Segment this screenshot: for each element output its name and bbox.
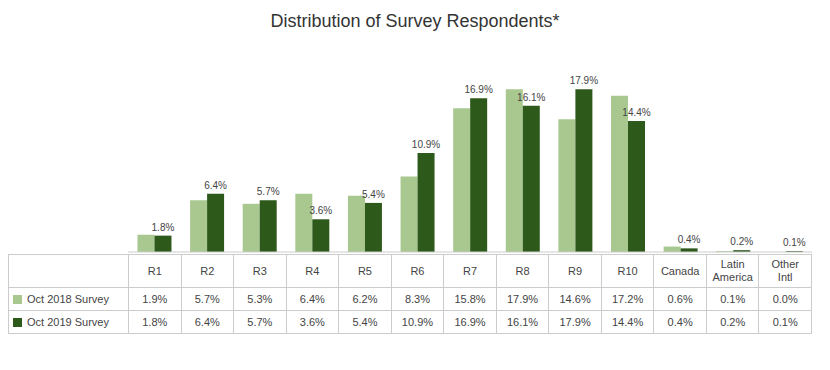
svg-text:0.2%: 0.2%: [730, 236, 753, 247]
html-text:6.4%: 6.4%: [299, 292, 325, 305]
html-text:1.8%: 1.8%: [142, 315, 168, 328]
html-text:Canada: Canada: [660, 264, 700, 277]
svg-text:17.9%: 17.9%: [570, 75, 598, 86]
svg-text:6.4%: 6.4%: [204, 180, 227, 191]
html-text:0.6%: 0.6%: [667, 292, 693, 305]
html-text:R1: R1: [147, 264, 162, 277]
html-text:R4: R4: [305, 264, 320, 277]
svg-text:10.9%: 10.9%: [412, 139, 440, 150]
html-text:16.1%: 16.1%: [506, 315, 539, 328]
html-text:R3: R3: [252, 264, 267, 277]
html-text:16.9%: 16.9%: [454, 315, 486, 328]
html-text:R9: R9: [568, 264, 583, 277]
html-text:3.6%: 3.6%: [299, 315, 325, 328]
html-text:15.8%: 15.8%: [454, 292, 486, 305]
svg-text:1.8%: 1.8%: [152, 222, 175, 233]
html-text:Oct 2018 Survey: Oct 2018 Survey: [27, 292, 109, 305]
html-text:17.9%: 17.9%: [559, 315, 591, 328]
html-text:R6: R6: [410, 264, 425, 277]
svg-text:3.6%: 3.6%: [309, 205, 332, 216]
html-text:0.4%: 0.4%: [667, 315, 693, 328]
html-text:R7: R7: [463, 264, 477, 277]
html-text:Latin America: Latin America: [712, 258, 753, 283]
svg-text:5.7%: 5.7%: [257, 186, 280, 197]
html-text:5.3%: 5.3%: [247, 292, 273, 305]
html-text:17.9%: 17.9%: [506, 292, 539, 305]
svg-text:0.1%: 0.1%: [783, 237, 806, 248]
html-text:5.7%: 5.7%: [247, 315, 273, 328]
svg-text:0.4%: 0.4%: [678, 234, 701, 245]
html-text:8.3%: 8.3%: [404, 292, 430, 305]
html-text:1.9%: 1.9%: [142, 292, 168, 305]
html-text:0.2%: 0.2%: [720, 315, 746, 328]
html-text:0.1%: 0.1%: [772, 315, 798, 328]
svg-text:16.1%: 16.1%: [517, 92, 545, 103]
html-text:10.9%: 10.9%: [401, 315, 433, 328]
html-text:Other Intl: Other Intl: [771, 258, 799, 283]
html-text:R10: R10: [617, 264, 638, 277]
html-text:Distribution of Survey Respond: Distribution of Survey Respondents*: [270, 11, 560, 31]
svg-text:16.9%: 16.9%: [464, 84, 492, 95]
html-text:6.4%: 6.4%: [194, 315, 220, 328]
html-text:5.4%: 5.4%: [352, 315, 378, 328]
svg-text:14.4%: 14.4%: [622, 107, 650, 118]
html-text:0.0%: 0.0%: [772, 292, 798, 305]
html-text:0.1%: 0.1%: [720, 292, 746, 305]
html-text:5.7%: 5.7%: [194, 292, 220, 305]
html-text:6.2%: 6.2%: [352, 292, 378, 305]
html-text:17.2%: 17.2%: [612, 292, 644, 305]
html-text:R2: R2: [200, 264, 215, 277]
svg-text:5.4%: 5.4%: [362, 189, 385, 200]
html-text:14.4%: 14.4%: [612, 315, 644, 328]
html-text:14.6%: 14.6%: [559, 292, 591, 305]
html-text:Oct 2019 Survey: Oct 2019 Survey: [27, 315, 109, 328]
html-text:R5: R5: [357, 264, 372, 277]
html-text:R8: R8: [515, 264, 530, 277]
